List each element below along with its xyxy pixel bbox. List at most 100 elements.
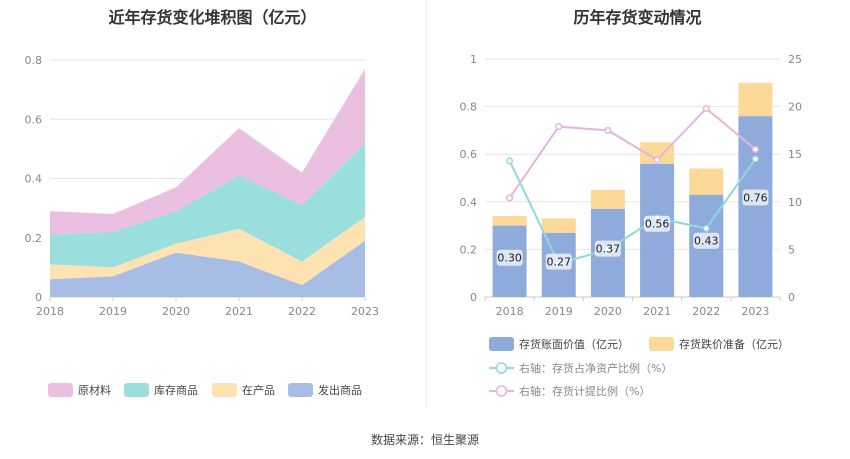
legend-marker bbox=[495, 385, 508, 397]
legend-swatch bbox=[489, 337, 514, 351]
line-net-asset-share bbox=[508, 158, 757, 265]
area-inventory-goods bbox=[50, 142, 365, 268]
legend-label: 原材料 bbox=[78, 383, 111, 397]
legend-item-book-value: 存货账面价值（亿元） bbox=[489, 337, 629, 351]
line-point bbox=[702, 104, 710, 113]
legend-swatch bbox=[212, 383, 237, 397]
data-source-label: 数据来源：恒生聚源 bbox=[370, 433, 479, 447]
area-work-in-progress bbox=[50, 217, 365, 286]
legend-item-line-net-asset-share: 右轴：存货占净资产比例（%） bbox=[489, 361, 672, 375]
legend-label: 右轴：存货占净资产比例（%） bbox=[519, 361, 672, 375]
legend-label: 库存商品 bbox=[154, 383, 198, 397]
area-shipped-goods bbox=[50, 240, 365, 297]
y-tick-label: 0.8 bbox=[25, 54, 43, 67]
x-tick-label: 2018 bbox=[496, 305, 524, 318]
bar-value-label: 0.56 bbox=[644, 215, 671, 232]
label-text: 0.30 bbox=[497, 252, 521, 265]
legend-label: 存货跌价准备（亿元） bbox=[679, 337, 789, 351]
line-point bbox=[702, 224, 710, 233]
bar-impairment bbox=[541, 218, 576, 233]
x-tick-label: 2021 bbox=[643, 305, 671, 318]
bar-impairment bbox=[640, 142, 675, 164]
bar-value-label: 0.76 bbox=[742, 189, 769, 206]
x-tick-label: 2023 bbox=[351, 305, 379, 318]
y-right-tick-label: 20 bbox=[788, 101, 802, 114]
y-right-tick-label: 25 bbox=[788, 53, 802, 66]
x-tick-label: 2021 bbox=[225, 305, 253, 318]
y-right-tick-label: 10 bbox=[788, 196, 802, 209]
legend-item-inventory-goods: 库存商品 bbox=[124, 383, 198, 397]
y-right-tick-label: 15 bbox=[788, 148, 802, 161]
left-chart-title: 近年存货变化堆积图（亿元） bbox=[108, 8, 317, 27]
line-point bbox=[604, 126, 612, 134]
label-text: 0.56 bbox=[645, 218, 670, 231]
y-left-tick-label: 0.6 bbox=[460, 148, 478, 161]
y-left-tick-label: 0 bbox=[470, 291, 477, 304]
line-point bbox=[506, 194, 514, 202]
legend-swatch bbox=[649, 337, 674, 351]
y-left-tick-label: 0.2 bbox=[460, 243, 478, 256]
label-bg bbox=[496, 249, 523, 266]
bar-value-label: 0.30 bbox=[496, 249, 523, 266]
stacked-area-chart: 0 0.2 0.4 0.6 0.8 2018 2019 2020 2021 2022 2023 原材料… bbox=[25, 54, 379, 397]
y-right-tick-label: 5 bbox=[788, 243, 795, 256]
legend-item-line-provision-ratio: 右轴：存货计提比例（%） bbox=[489, 384, 650, 398]
bar-line-chart-panel: 历年存货变动情况 0 0.2 0.4 0.6 0.8 1 0 5 10 15 20 25 2018 201… bbox=[425, 0, 850, 410]
bar-impairment bbox=[689, 168, 724, 195]
x-tick-label: 2023 bbox=[741, 305, 769, 318]
legend-item-shipped-goods: 发出商品 bbox=[288, 383, 362, 397]
legend-item-impairment: 存货跌价准备（亿元） bbox=[649, 337, 789, 351]
stacked-area-chart-panel: 近年存货变化堆积图（亿元） 0 0.2 0.4 0.6 0.8 2018 2019 2020 2… bbox=[0, 0, 425, 410]
y-tick-label: 0.2 bbox=[25, 232, 43, 245]
legend-label: 存货账面价值（亿元） bbox=[519, 337, 629, 351]
legend-swatch bbox=[288, 383, 313, 397]
right-chart-title: 历年存货变动情况 bbox=[573, 8, 702, 27]
line-point bbox=[506, 157, 514, 165]
x-tick-label: 2022 bbox=[692, 305, 720, 318]
x-tick-label: 2018 bbox=[36, 305, 64, 318]
bar-value-label: 0.27 bbox=[545, 253, 572, 270]
x-tick-label: 2019 bbox=[99, 305, 127, 318]
y-left-tick-label: 0.4 bbox=[460, 196, 478, 209]
label-text: 0.37 bbox=[596, 243, 621, 256]
y-tick-label: 0.4 bbox=[25, 173, 43, 186]
y-tick-label: 0 bbox=[35, 291, 42, 304]
label-bg bbox=[693, 232, 720, 249]
legend-item-raw-materials: 原材料 bbox=[48, 383, 111, 397]
legend-label: 发出商品 bbox=[318, 383, 362, 397]
bar-value-label: 0.37 bbox=[594, 240, 621, 257]
y-right-tick-label: 0 bbox=[788, 291, 795, 304]
y-tick-label: 0.6 bbox=[25, 113, 43, 126]
legend-item-work-in-progress: 在产品 bbox=[212, 383, 275, 397]
line-point bbox=[555, 123, 563, 131]
y-left-tick-label: 1 bbox=[470, 53, 477, 66]
legend-label: 在产品 bbox=[242, 383, 275, 397]
label-bg bbox=[742, 189, 769, 206]
bar-impairment bbox=[590, 189, 625, 209]
label-text: 0.76 bbox=[743, 192, 768, 205]
y-left-tick-label: 0.8 bbox=[460, 101, 478, 114]
label-bg bbox=[644, 215, 671, 232]
label-bg bbox=[545, 253, 572, 270]
line-point bbox=[653, 156, 661, 164]
legend-swatch bbox=[124, 383, 149, 397]
legend-swatch bbox=[48, 383, 73, 397]
bar-book-value bbox=[738, 116, 773, 298]
bar-impairment bbox=[492, 216, 527, 226]
line-provision-ratio bbox=[508, 107, 757, 199]
line-point bbox=[751, 155, 759, 163]
bar-value-label: 0.43 bbox=[693, 232, 720, 249]
legend-label: 右轴：存货计提比例（%） bbox=[519, 384, 650, 398]
label-text: 0.43 bbox=[694, 235, 719, 248]
label-bg bbox=[594, 240, 621, 257]
line-point bbox=[751, 145, 759, 153]
bar-impairment bbox=[738, 82, 773, 117]
area-raw-materials bbox=[50, 68, 365, 235]
label-text: 0.27 bbox=[547, 256, 572, 269]
x-tick-label: 2022 bbox=[288, 305, 316, 318]
x-tick-label: 2020 bbox=[594, 305, 622, 318]
panel-divider bbox=[426, 0, 427, 408]
x-tick-label: 2020 bbox=[162, 305, 190, 318]
legend-marker bbox=[495, 362, 508, 374]
